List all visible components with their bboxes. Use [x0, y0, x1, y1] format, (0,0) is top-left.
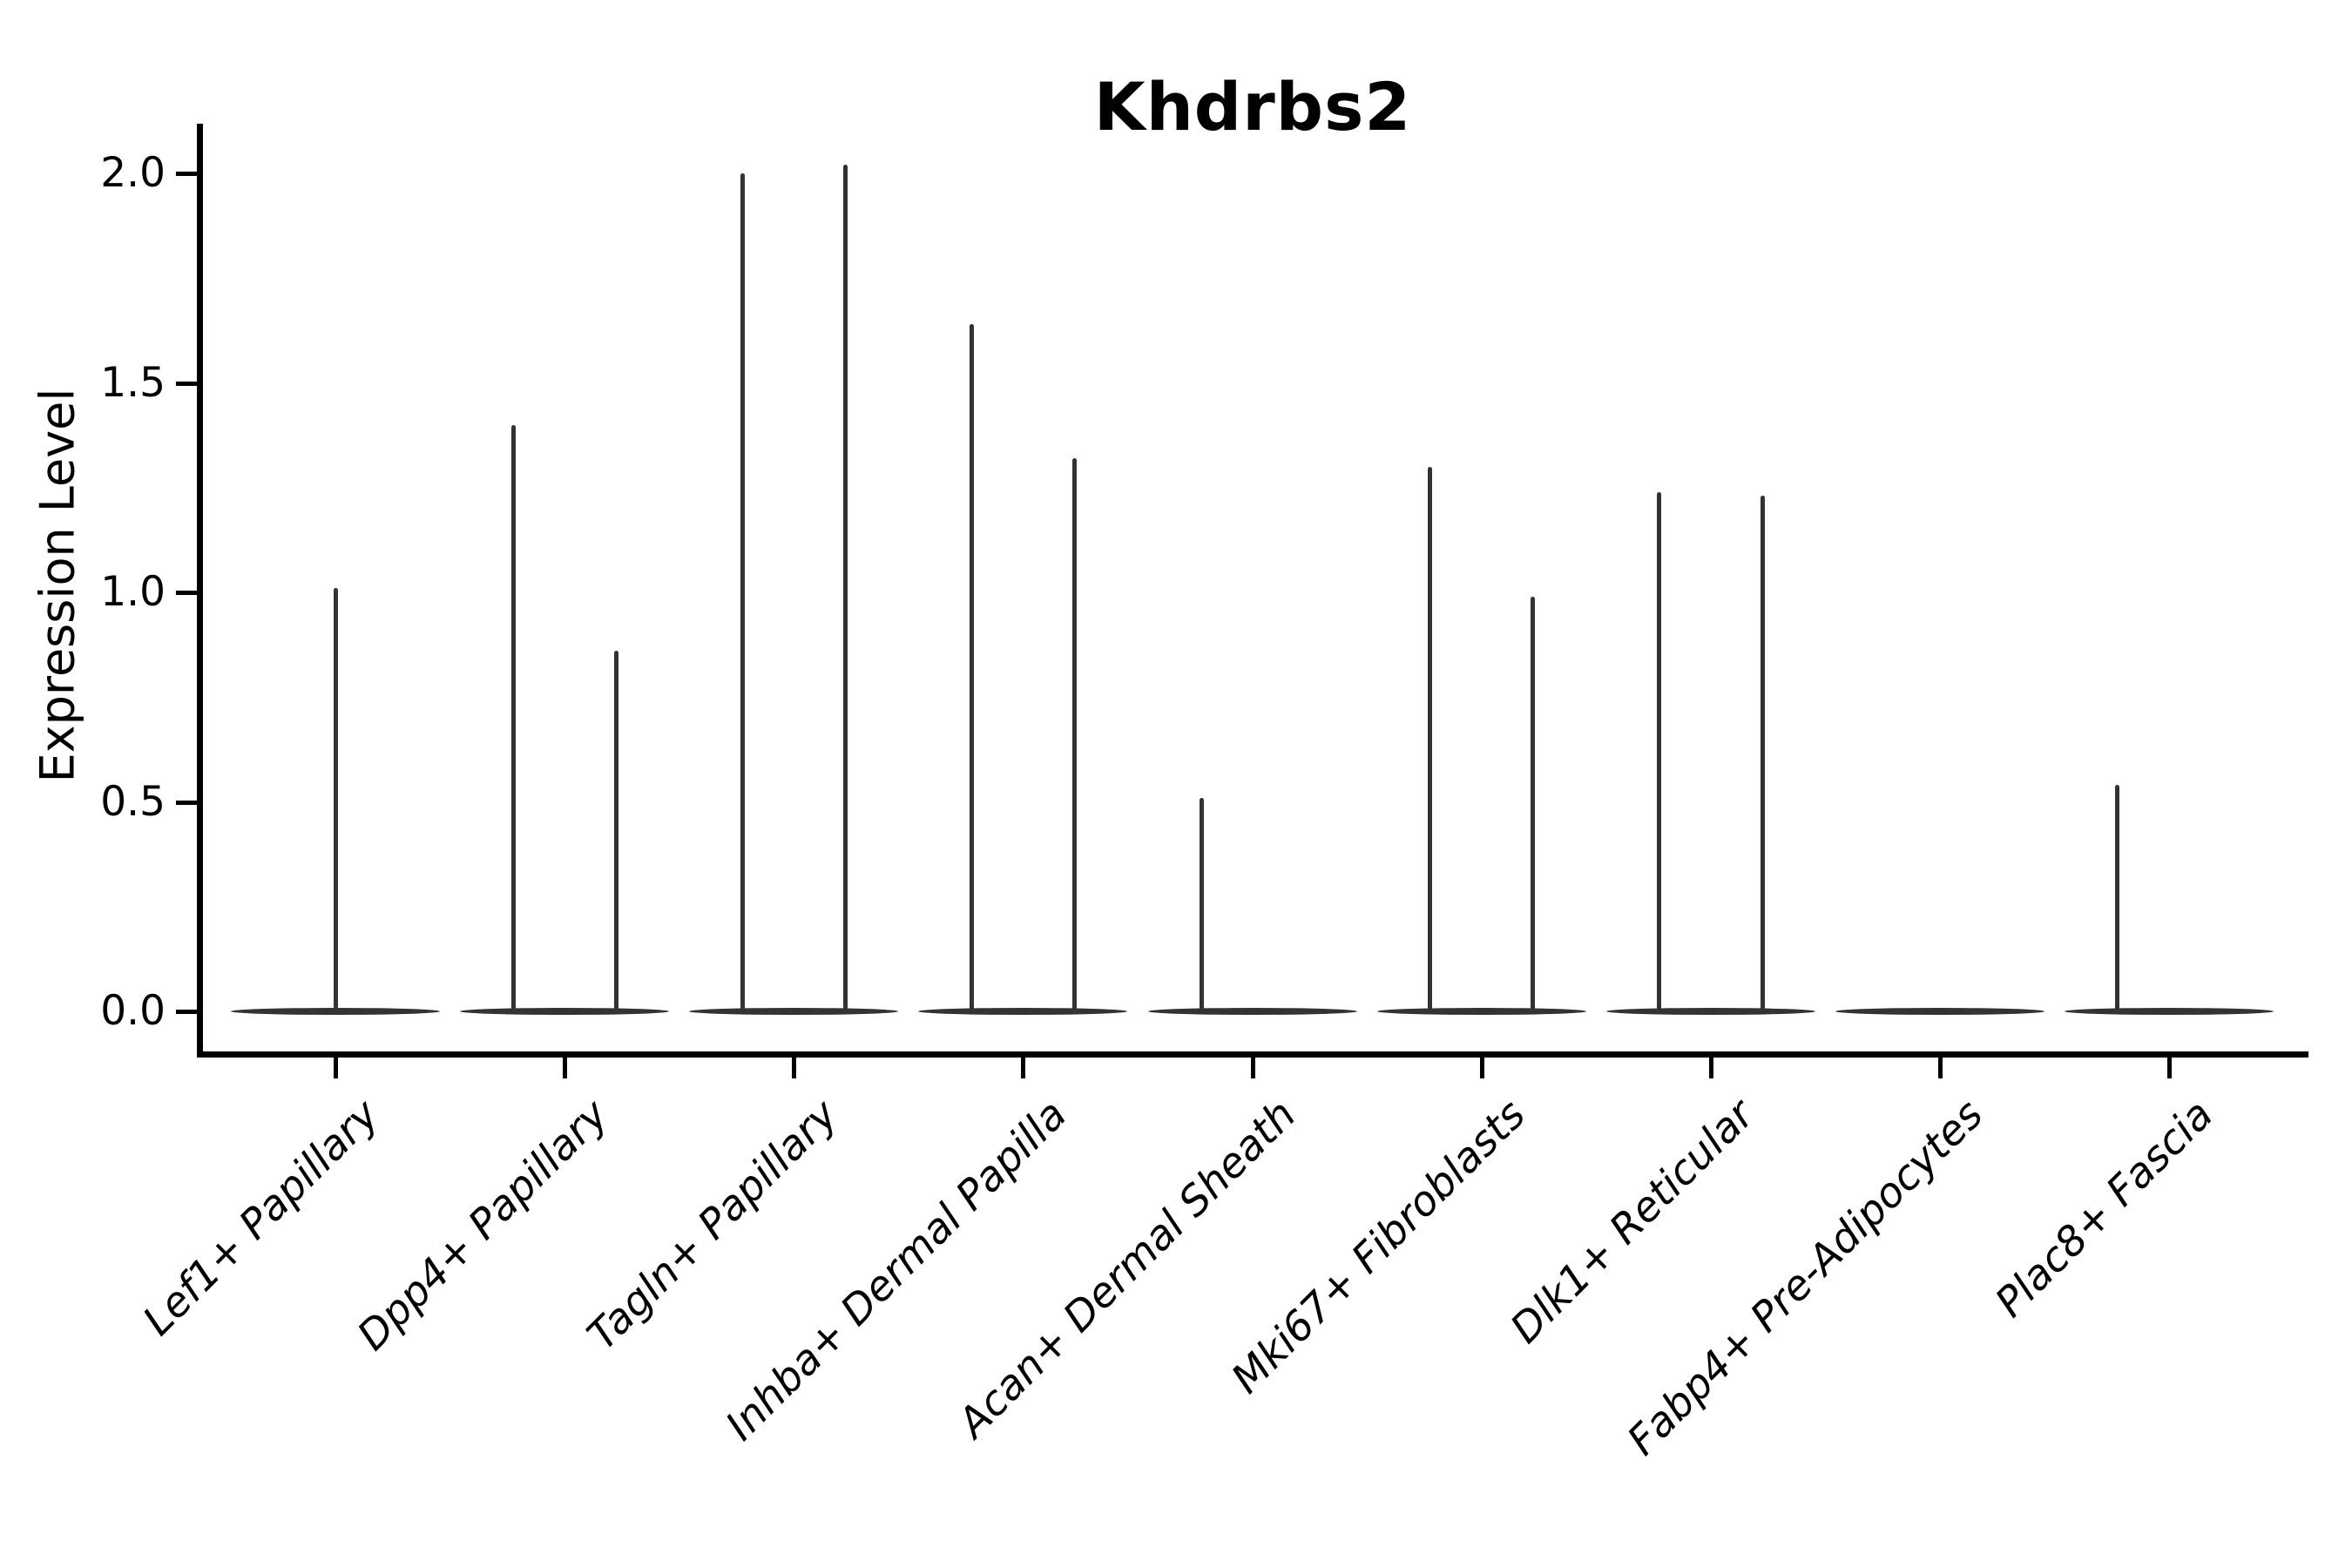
- violin-body: [460, 1008, 670, 1015]
- violin-body: [1835, 1008, 2044, 1015]
- x-tick-mark: [1479, 1058, 1484, 1078]
- violin-body: [2065, 1008, 2274, 1015]
- y-tick-label: 2.0: [100, 149, 166, 197]
- violin-body: [1376, 1008, 1586, 1015]
- y-tick-label: 0.0: [100, 987, 166, 1035]
- violin-body: [231, 1008, 440, 1015]
- violin-spike: [613, 651, 618, 1011]
- x-tick-mark: [1021, 1058, 1026, 1078]
- y-tick-mark: [176, 1010, 197, 1014]
- violin-body: [689, 1008, 899, 1015]
- violin-spike: [510, 424, 516, 1011]
- x-tick-mark: [1708, 1058, 1713, 1078]
- violin-spike: [333, 588, 338, 1011]
- y-tick-mark: [176, 172, 197, 176]
- violin-spike: [1428, 466, 1433, 1011]
- y-axis-line: [197, 124, 203, 1058]
- y-tick-label: 1.5: [100, 358, 166, 407]
- violin-spike: [1761, 496, 1766, 1011]
- x-tick-mark: [792, 1058, 797, 1078]
- chart-title: Khdrbs2: [1093, 68, 1412, 145]
- y-tick-mark: [176, 591, 197, 595]
- y-tick-mark: [176, 800, 197, 805]
- violin-body: [1147, 1008, 1357, 1015]
- x-tick-label: Dlk1+ Reticular: [1501, 1091, 1764, 1353]
- x-tick-mark: [1250, 1058, 1255, 1078]
- violin-spike: [969, 324, 974, 1011]
- x-tick-label: Lef1+ Papillary: [133, 1091, 389, 1346]
- violin-body: [918, 1008, 1128, 1015]
- violin-spike: [1531, 596, 1536, 1011]
- violin-spike: [740, 173, 745, 1011]
- x-tick-label: Plac8+ Fascia: [1985, 1091, 2222, 1328]
- violin-spike: [1071, 458, 1077, 1011]
- x-tick-mark: [1937, 1058, 1943, 1078]
- violin-spike: [1200, 797, 1204, 1011]
- violin-spike: [842, 165, 848, 1011]
- violin-spike: [2114, 785, 2119, 1011]
- y-tick-mark: [176, 381, 197, 386]
- x-tick-mark: [334, 1058, 338, 1078]
- x-tick-mark: [2167, 1058, 2172, 1078]
- x-tick-label: Tagln+ Papillary: [578, 1091, 848, 1360]
- violin-spike: [1657, 491, 1662, 1011]
- violin-body: [1605, 1008, 1815, 1015]
- y-tick-label: 0.5: [100, 777, 166, 826]
- x-axis-line: [197, 1051, 2308, 1058]
- x-tick-label: Dpp4+ Papillary: [348, 1091, 618, 1361]
- x-tick-mark: [563, 1058, 568, 1078]
- y-tick-label: 1.0: [100, 568, 166, 616]
